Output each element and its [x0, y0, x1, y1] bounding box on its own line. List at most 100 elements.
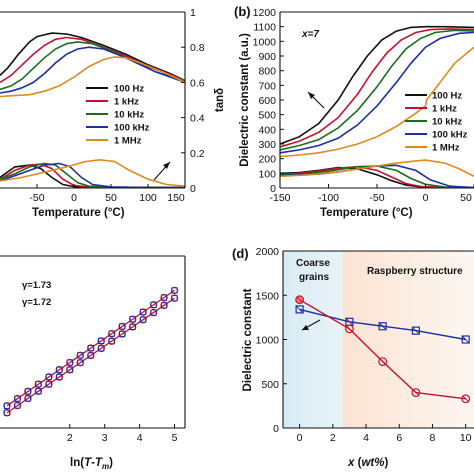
- panel-c-point-square: [108, 330, 115, 337]
- panel-d-region-2: Raspberry structure: [367, 266, 463, 277]
- panel-c-point-square: [87, 352, 94, 359]
- panel-c-point: [13, 394, 22, 403]
- panel-d-region-1b: grains: [299, 272, 329, 283]
- panel-d-arrow: [301, 319, 321, 331]
- panel-b-y-tick-label: 1200: [253, 7, 277, 19]
- panel-a-permittivity-line: [0, 56, 186, 98]
- panel-d-background: [283, 251, 474, 428]
- panel-c-point: [13, 401, 22, 410]
- panel-d-x-tick-label: 2: [330, 432, 336, 444]
- panel-a-loss-line: [0, 162, 185, 189]
- panel-b-y-tick-label: 1000: [253, 36, 277, 48]
- panel-b-permittivity-line: [279, 28, 474, 148]
- panel-d-y-tick-label: 0: [273, 423, 279, 435]
- panel-a-legend: 100 Hz 1 kHz 10 kHz 100 kHz 1 MHz: [86, 84, 150, 147]
- panel-d-point: [461, 394, 471, 404]
- panel-c-fit-line: [6, 289, 175, 407]
- panel-c: 2 3 4 5 γ=1.73 γ=1.72 ln(T-Tm): [0, 255, 186, 471]
- panel-c-legend-entry-1: γ=1.73: [22, 280, 51, 291]
- panel-c-point: [139, 315, 147, 324]
- panel-a-legend-label: 10 kHz: [114, 110, 144, 121]
- panel-c-point-square: [77, 352, 84, 359]
- panel-c-point: [34, 380, 43, 388]
- panel-c-point: [66, 366, 74, 374]
- panel-b-y-tick-label: 300: [258, 139, 276, 151]
- panel-b-ticks: -150 -100 -50 0 5001002003004005006007008009…: [253, 7, 474, 204]
- panel-c-point-square: [56, 373, 63, 381]
- panel-d-point-cross: [461, 335, 470, 344]
- panel-b-y-tick-label: 800: [258, 66, 276, 78]
- panel-d-point-cross: [412, 389, 419, 396]
- panel-c-point: [45, 373, 53, 381]
- panel-d-point-cross: [379, 358, 386, 365]
- panel-c-point-square: [160, 302, 168, 309]
- panel-b-legend-label: 100 Hz: [432, 91, 462, 102]
- panel-c-point: [149, 308, 158, 317]
- panel-a-y-tick-label: 0.6: [190, 77, 205, 89]
- panel-d-point: [461, 335, 470, 344]
- panel-d: (d) 0 2 4 6 8 10 0 500 1000 1500 2000 Coarse grain…: [232, 246, 474, 469]
- panel-c-point: [66, 358, 74, 367]
- panel-d-lines: [295, 295, 471, 404]
- panel-c-point: [55, 366, 64, 374]
- panel-c-point-square: [24, 388, 32, 395]
- panel-d-point-cross: [296, 296, 303, 303]
- panel-a-x-tick-label: 150: [167, 192, 185, 204]
- panel-d-point-cross: [378, 322, 387, 331]
- panel-b-legend: 100 Hz 1 kHz 10 kHz 100 kHz 1 MHz: [405, 91, 468, 154]
- panel-c-point: [128, 323, 137, 331]
- panel-d-x-tick-label: 0: [297, 432, 303, 444]
- panel-a-y-tick-label: 0.4: [190, 113, 205, 125]
- panel-c-legend-entry-2: γ=1.72: [22, 297, 51, 308]
- panel-b-permittivity-line: [279, 46, 474, 158]
- panel-a-arrow: [153, 161, 171, 181]
- panel-c-point-square: [3, 409, 11, 416]
- panel-a-y-tick-label: 0.8: [190, 42, 205, 54]
- panel-b-y-tick-label: 900: [258, 51, 276, 63]
- panel-b-x-label: Temperature (°C): [320, 207, 413, 219]
- panel-c-point-square: [14, 402, 21, 409]
- panel-b-loss-line: [279, 159, 474, 178]
- panel-c-point-square: [56, 366, 63, 373]
- panel-c-x-tick-label: 5: [172, 432, 178, 444]
- panel-c-point-square: [140, 308, 147, 316]
- panel-c-point-square: [45, 381, 52, 388]
- panel-d-ticks: 0 2 4 6 8 10 0 500 1000 1500 2000: [256, 246, 472, 444]
- panel-d-region-coarse: [283, 251, 343, 428]
- panel-d-point: [411, 326, 420, 335]
- panel-b-legend-label: 100 kHz: [432, 130, 468, 141]
- panel-c-point-square: [66, 359, 73, 366]
- panel-d-x-tick-label: 8: [430, 432, 436, 444]
- panel-c-point: [149, 301, 158, 309]
- panel-b-y-tick-label: 400: [258, 124, 276, 136]
- panel-b-annotation: x=7: [301, 29, 319, 40]
- panel-b-arrow: [307, 91, 325, 109]
- panel-c-point: [107, 329, 116, 338]
- panel-c-point-square: [98, 337, 105, 344]
- panel-b-x-tick-label: -50: [369, 192, 384, 204]
- panel-d-point: [295, 305, 304, 314]
- panel-b-permittivity-line: [279, 25, 474, 145]
- panel-c-point-square: [119, 323, 126, 330]
- panel-c-point: [160, 293, 168, 302]
- panel-c-point: [118, 330, 126, 338]
- panel-b-permittivity-line: [279, 29, 474, 151]
- panel-b-x-tick-label: -100: [318, 192, 339, 204]
- panel-c-point: [170, 286, 179, 295]
- panel-c-ticks: 2 3 4 5: [67, 424, 178, 444]
- panel-c-point: [24, 387, 32, 396]
- panel-c-point: [3, 409, 11, 417]
- panel-a-x-label: Temperature (°C): [32, 207, 125, 219]
- panel-b-y-tick-label: 600: [258, 95, 276, 107]
- panel-c-lines: [3, 286, 179, 417]
- panel-c-point-square: [119, 330, 126, 338]
- panel-b-legend-label: 10 kHz: [432, 117, 462, 128]
- panel-c-point: [107, 337, 116, 345]
- panel-c-point-square: [14, 395, 21, 402]
- panel-c-point-square: [160, 294, 168, 301]
- panel-c-point-square: [98, 345, 105, 352]
- panel-c-point-square: [150, 301, 157, 308]
- panel-c-point: [76, 351, 84, 360]
- panel-c-point: [34, 387, 43, 395]
